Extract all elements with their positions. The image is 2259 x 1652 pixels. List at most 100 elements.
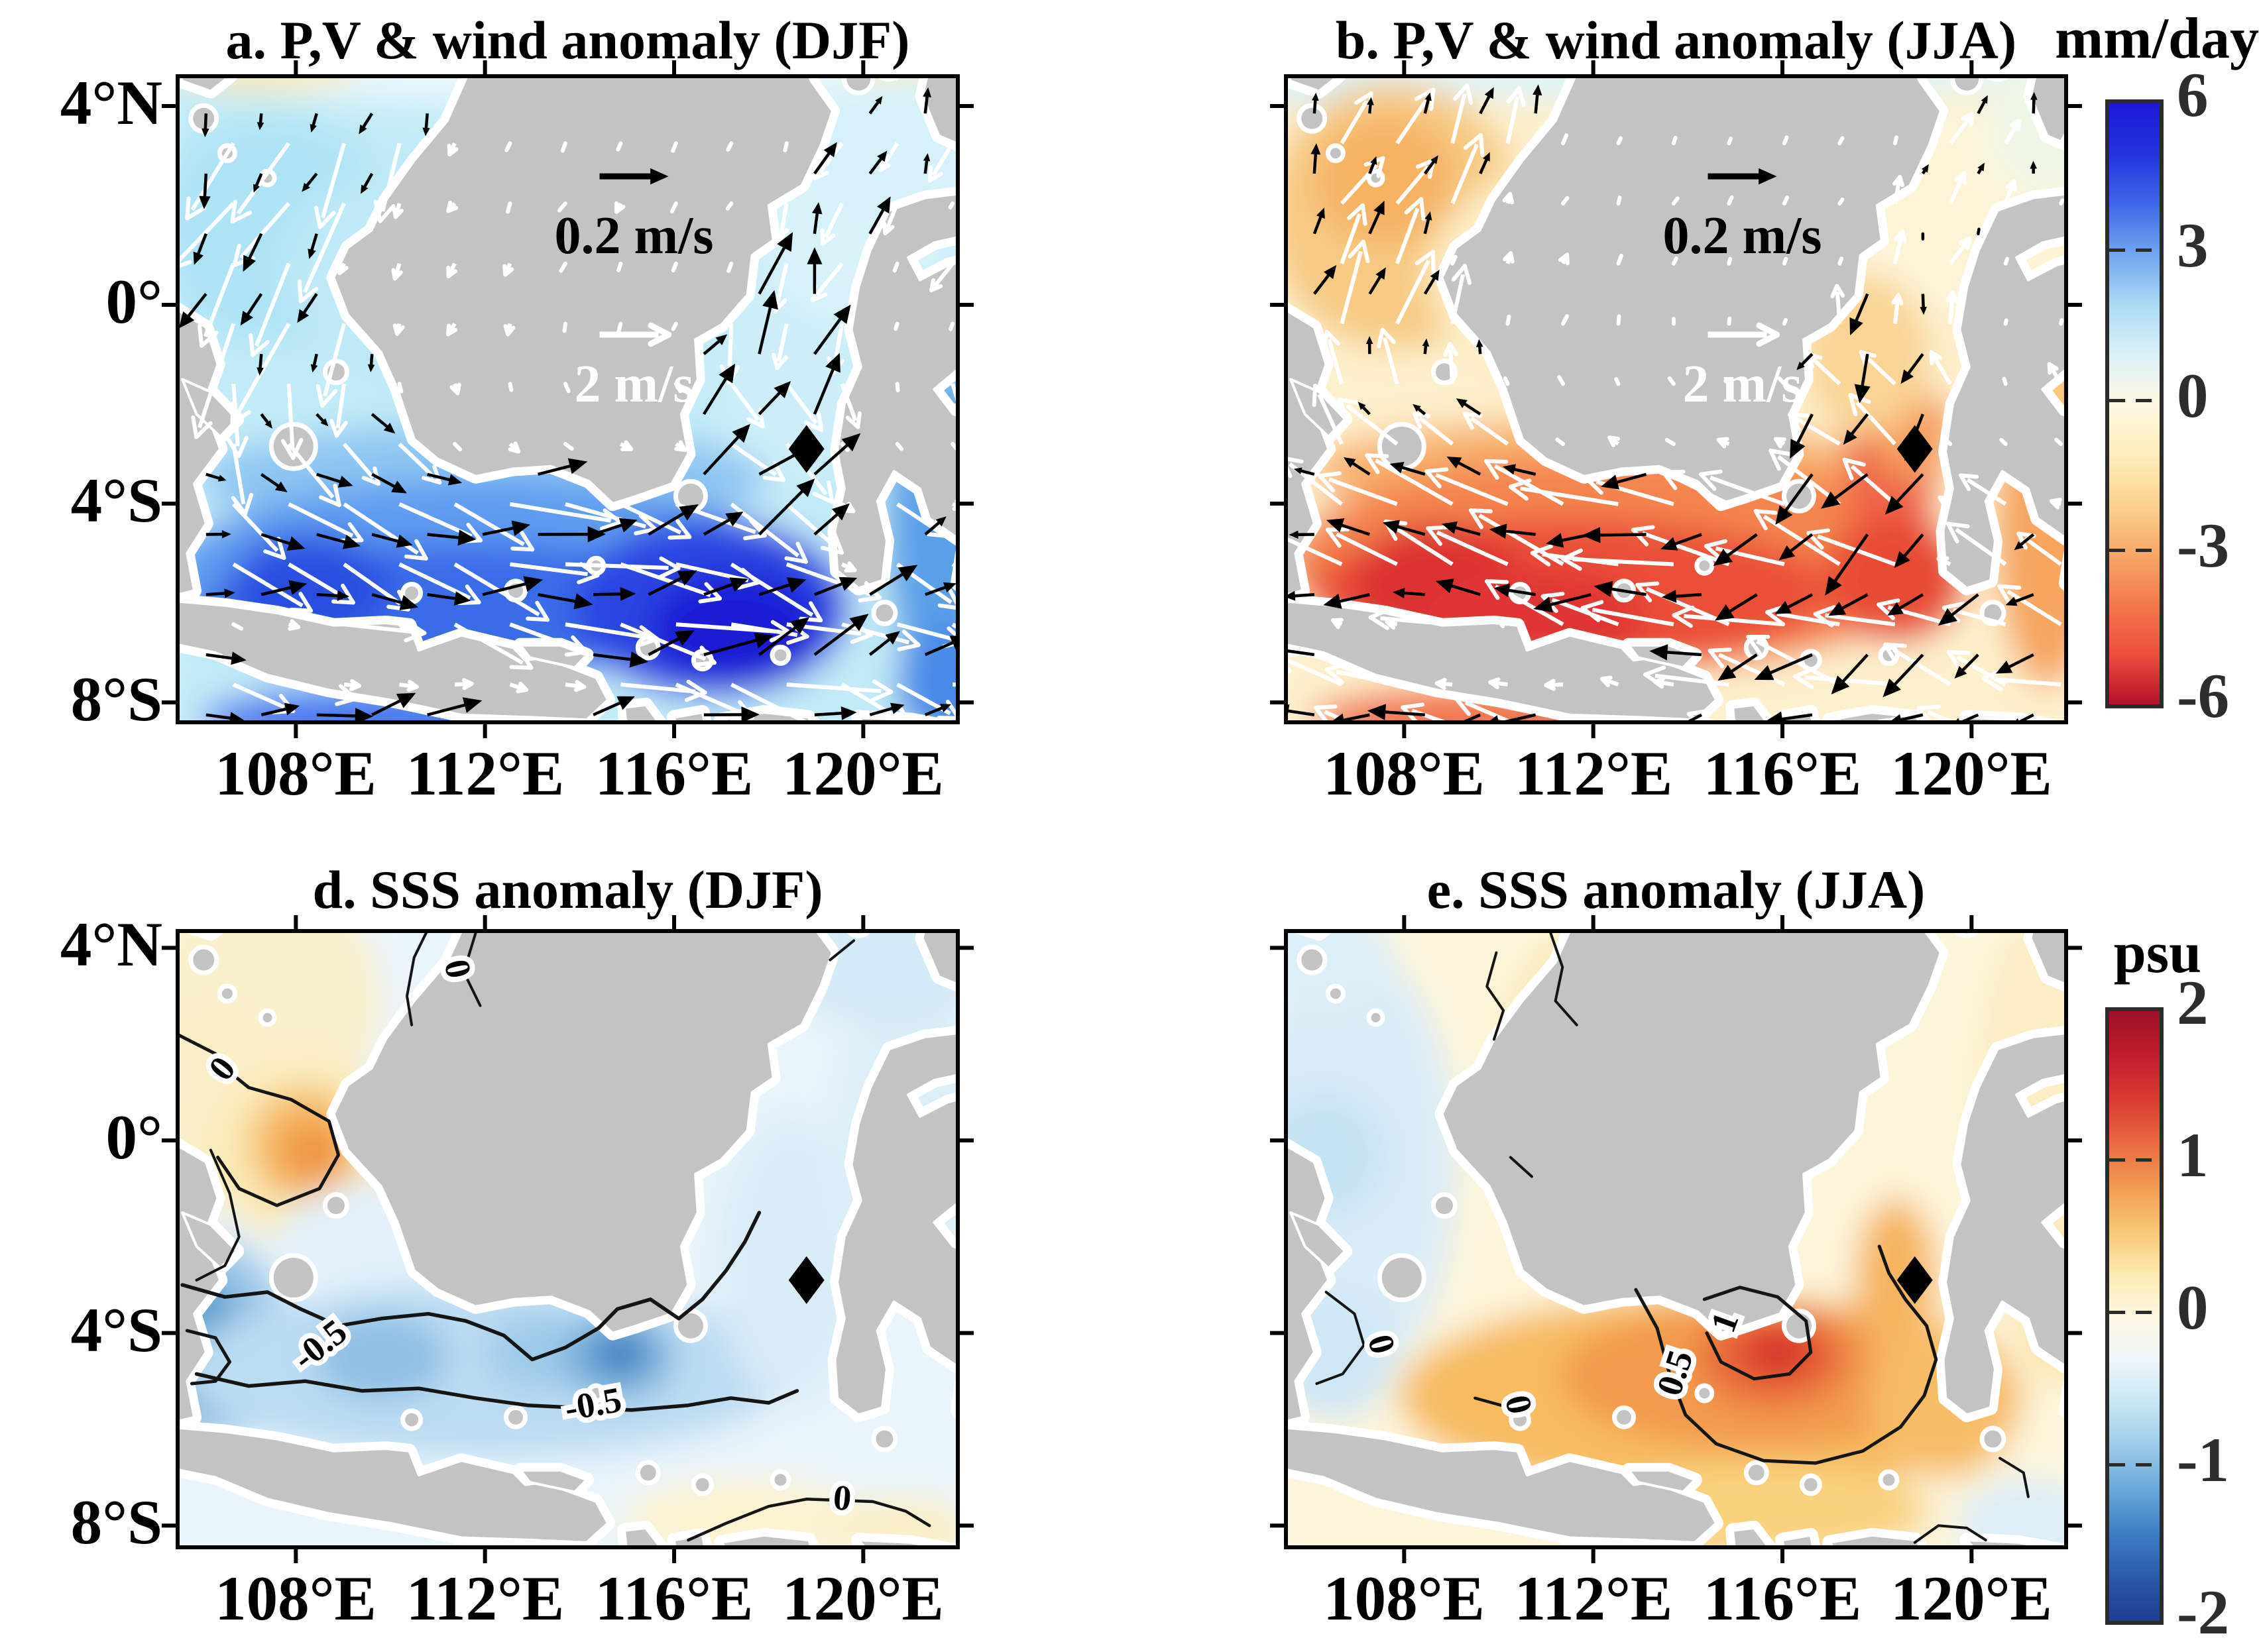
- landmass-flores: [857, 1539, 944, 1547]
- colorbar-inner-tick: [2136, 549, 2152, 552]
- islet: [640, 1464, 656, 1481]
- colorbar-psu: [2105, 1007, 2164, 1625]
- colorbar-tick-label: -6: [2177, 661, 2230, 731]
- landmass-sulawesi: [1941, 1031, 2066, 1417]
- colorbar-inner-tick: [2136, 1158, 2152, 1162]
- x-tick-label: 112°E: [1514, 738, 1673, 808]
- islet: [677, 1313, 703, 1339]
- x-tick-label: 112°E: [406, 1563, 565, 1633]
- colorbar-tick-label: 0: [2177, 1272, 2209, 1343]
- contour-label: 0: [832, 1477, 853, 1518]
- y-tick-label: 4°S: [70, 1295, 162, 1365]
- land-mask: [178, 76, 958, 722]
- panel-d-title: d. SSS anomaly (DJF): [312, 859, 823, 920]
- landmass-palawan_corner: [921, 76, 958, 146]
- x-tick-label: 116°E: [595, 738, 754, 808]
- islet: [262, 1013, 272, 1022]
- colorbar-tick-label: 6: [2177, 60, 2209, 130]
- panel-axes: [162, 915, 974, 1563]
- landmass-buton: [956, 575, 958, 585]
- landmass-borneo: [1440, 76, 1942, 505]
- landmass-palawan_corner: [2029, 76, 2066, 146]
- islet: [405, 586, 419, 600]
- landmass-borneo: [332, 76, 834, 505]
- x-tick-label: 108°E: [215, 1563, 376, 1633]
- islet: [774, 1474, 787, 1486]
- islet: [1984, 1430, 2002, 1448]
- islet: [876, 1430, 894, 1448]
- islet: [193, 107, 215, 129]
- colorbar-inner-tick: [2136, 399, 2152, 402]
- islet: [591, 1388, 602, 1399]
- x-tick-label: 120°E: [782, 738, 944, 808]
- landmass-sumbawa: [720, 711, 813, 722]
- station-marker: [788, 425, 825, 473]
- x-tick-label: 112°E: [406, 738, 565, 808]
- islet: [1381, 1258, 1422, 1298]
- landmass-borneo: [1440, 931, 1942, 1335]
- colorbar-inner-tick: [2136, 1311, 2152, 1314]
- islet: [1856, 82, 1870, 95]
- x-tick-label: 108°E: [1323, 1563, 1485, 1633]
- islet: [1748, 1464, 1765, 1481]
- islet: [884, 76, 894, 78]
- islet: [876, 905, 903, 920]
- islet: [273, 1258, 314, 1298]
- landmass-peninsula_corner: [178, 76, 231, 93]
- landmass-buton: [956, 1402, 958, 1412]
- colorbar-tick-label: -2: [2177, 1577, 2230, 1647]
- colorbar-tick-label: 2: [2177, 967, 2209, 1038]
- panel-axes: [1270, 60, 2082, 738]
- current-ref-label: 0.2 m/s: [555, 207, 714, 265]
- islet: [1301, 949, 1323, 971]
- y-tick-label: 0°: [105, 1102, 163, 1172]
- landmass-sulawesi: [833, 1031, 958, 1417]
- landmass-lombok: [1781, 1533, 1815, 1547]
- colorbar-inner-tick: [2109, 549, 2125, 552]
- landmass-bali: [1731, 703, 1769, 722]
- current-anomaly-vectors: [178, 87, 958, 722]
- colorbar-inner-tick: [2136, 1463, 2152, 1466]
- y-tick-label: 4°N: [60, 68, 162, 138]
- panel-e-title: e. SSS anomaly (JJA): [1426, 859, 1926, 920]
- islet: [1435, 363, 1453, 381]
- landmass-buton: [2065, 575, 2066, 585]
- islet: [508, 1409, 524, 1425]
- islet: [1804, 1478, 1818, 1492]
- islet: [1435, 1197, 1453, 1215]
- x-tick-label: 108°E: [215, 738, 376, 808]
- panel-a-title: a. P,V & wind anomaly (DJF): [225, 10, 910, 70]
- landmass-bangka: [1289, 1211, 1347, 1270]
- wind-ref-label: 2 m/s: [575, 355, 694, 413]
- colorbar-tick-label: 1: [2177, 1120, 2209, 1190]
- station-marker: [1896, 1256, 1933, 1304]
- islet: [876, 604, 894, 622]
- colorbar-tick-label: -1: [2177, 1425, 2230, 1495]
- colorbar-unit-mmday: mm/day: [2055, 7, 2259, 71]
- islet: [1699, 560, 1710, 571]
- landmass-borneo: [332, 931, 834, 1335]
- panel-axes: [162, 60, 974, 738]
- wind-ref-label: 2 m/s: [1683, 355, 1802, 413]
- panel-b-map: 0.2 m/s 2 m/s: [1270, 60, 2082, 738]
- colorbar-tick-label: -3: [2177, 510, 2230, 580]
- islet: [846, 76, 871, 91]
- islet: [677, 483, 703, 509]
- x-tick-label: 112°E: [1514, 1563, 1673, 1633]
- islet: [193, 949, 215, 971]
- colorbar-unit-psu: psu: [2113, 921, 2202, 985]
- colorbar-inner-tick: [2109, 399, 2125, 402]
- islet: [695, 1478, 709, 1492]
- current-ref-label: 0.2 m/s: [1663, 207, 1822, 265]
- colorbar-tick-label: 0: [2177, 360, 2209, 431]
- landmass-palawan_corner: [2029, 931, 2066, 986]
- y-tick-label: 4°S: [70, 465, 162, 535]
- panel-axes: [1270, 915, 2082, 1563]
- islet: [1513, 1413, 1527, 1427]
- landmass-sumbawa: [720, 1533, 813, 1547]
- colorbar-inner-tick: [2109, 1463, 2125, 1466]
- station-marker: [1896, 425, 1933, 473]
